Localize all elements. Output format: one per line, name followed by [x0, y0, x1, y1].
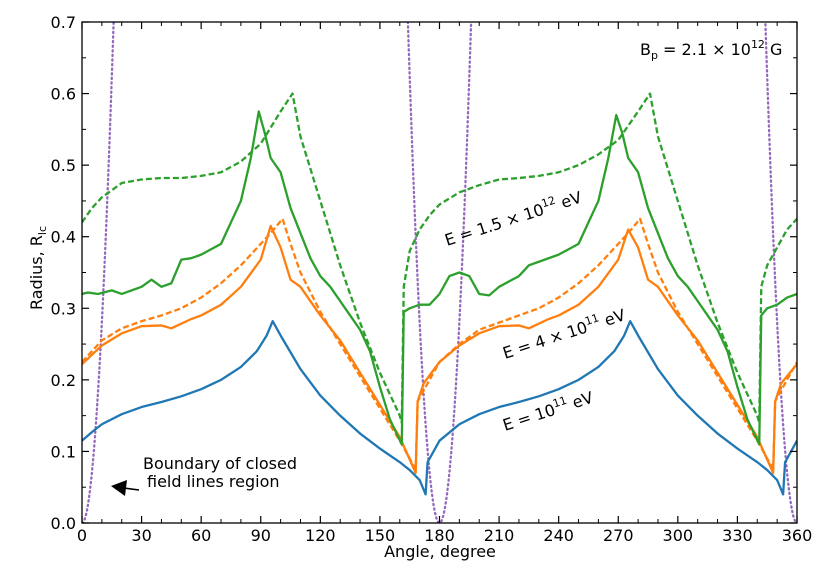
x-tick-label: 210 [484, 526, 515, 545]
y-tick-label: 0.2 [51, 371, 76, 390]
x-tick-label: 150 [365, 526, 396, 545]
x-tick-label: 60 [191, 526, 211, 545]
boundary-label-line1: Boundary of closed [143, 454, 297, 473]
boundary-label-line2: field lines region [147, 472, 280, 491]
bfield-annotation: Bp = 2.1 × 1012 G [640, 38, 782, 62]
axes-frame [81, 21, 798, 524]
x-tick-label: 270 [603, 526, 634, 545]
boundary-arrow-icon [111, 480, 140, 496]
x-tick-label: 300 [663, 526, 694, 545]
series-line-3 [82, 110, 797, 446]
series-line-0 [82, 320, 797, 496]
y-tick-label: 0.1 [51, 442, 76, 461]
x-tick-label: 360 [782, 526, 813, 545]
x-tick-label: 120 [305, 526, 336, 545]
x-tick-label: 90 [251, 526, 271, 545]
annotations: Bp = 2.1 × 1012 G E = 1.5 × 1012 eV E = … [111, 38, 782, 496]
y-tick-label: 0.7 [51, 13, 76, 32]
x-tick-label: 30 [131, 526, 151, 545]
series-line-4 [82, 92, 797, 424]
y-tick-label: 0.4 [51, 228, 76, 247]
series-line-2 [82, 217, 797, 471]
y-tick-label: 0.6 [51, 85, 76, 104]
axes-layer: 0 30 60 90 120 150 180 210 240 270 300 330 360 0.0 0.1… [51, 13, 813, 545]
boundary-curve [82, 22, 797, 523]
y-tick-label: 0.0 [51, 514, 76, 533]
y-axis-label: Radius, Rlc [27, 226, 49, 310]
y-tick-label: 0.3 [51, 299, 76, 318]
x-tick-label: 180 [424, 526, 455, 545]
x-axis-label: Angle, degree [384, 542, 496, 561]
series-line-1 [82, 224, 797, 475]
x-tick-label: 330 [722, 526, 753, 545]
x-tick-label: 0 [77, 526, 87, 545]
y-tick-label: 0.5 [51, 156, 76, 175]
x-tick-label: 240 [543, 526, 574, 545]
series-layer [82, 22, 797, 523]
